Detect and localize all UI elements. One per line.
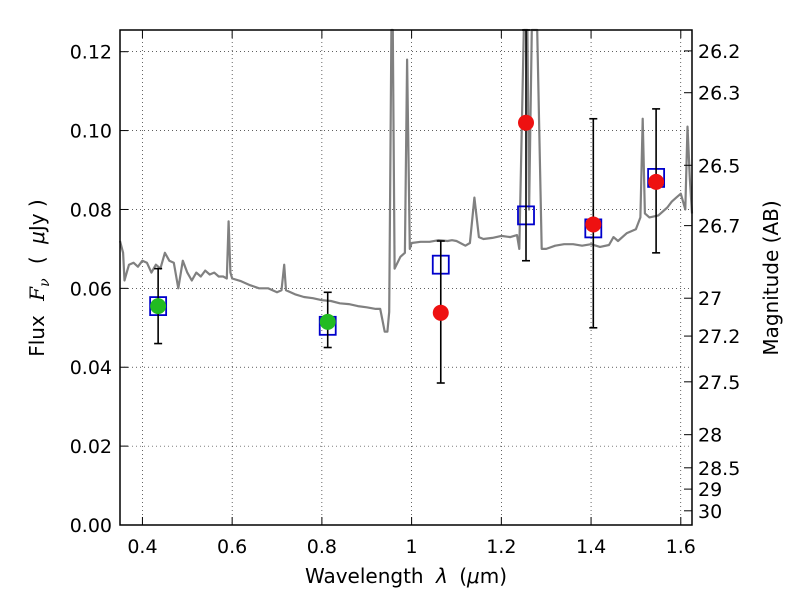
y-tick-label: 0.00 (70, 515, 112, 537)
x-tick-label: 1 (406, 536, 418, 558)
y-tick-label: 0.12 (70, 42, 112, 64)
magnitude-tick-label: 27 (698, 288, 722, 310)
x-tick-label: 0.4 (127, 536, 157, 558)
x-axis-label: Wavelength λ (μm) (305, 564, 507, 588)
x-label-unit-rest: m) (480, 564, 507, 588)
data-point (319, 313, 336, 330)
data-point (432, 304, 449, 321)
x-label-symbol: λ (435, 564, 448, 588)
y2-axis-label: Magnitude (AB) (759, 200, 783, 355)
x-tick-label: 1.6 (666, 536, 696, 558)
magnitude-tick-label: 27.2 (698, 326, 740, 348)
x-tick-label: 1.4 (576, 536, 606, 558)
markers (149, 29, 666, 384)
x-tick-label: 0.6 (217, 536, 247, 558)
data-point (150, 298, 167, 315)
y-label-subscript: ν (37, 278, 53, 287)
magnitude-tick-label: 28 (698, 425, 722, 447)
y-tick-label: 0.04 (70, 357, 112, 379)
magnitude-tick-label: 26.3 (698, 83, 740, 105)
x-tick-label: 1.2 (486, 536, 516, 558)
y-tick-label: 0.10 (70, 121, 112, 143)
y-label-unit-open: ( (25, 256, 49, 264)
y-label-unit-mu: μ (25, 231, 49, 245)
y-label-text: Flux (25, 315, 49, 357)
y-label-unit-rest: Jy ) (25, 199, 49, 233)
magnitude-tick-label: 26.7 (698, 216, 740, 238)
data-point (648, 173, 665, 190)
x-label-unit-mu: μ (466, 564, 480, 588)
magnitude-tick-label: 29 (698, 479, 722, 501)
magnitude-tick-label: 30 (698, 501, 722, 523)
x-label-text: Wavelength (305, 564, 424, 588)
y-tick-label: 0.02 (70, 436, 112, 458)
plot-frame (119, 29, 693, 526)
magnitude-tick-label: 28.5 (698, 458, 740, 480)
x-label-unit-open: ( (459, 564, 467, 588)
magnitude-tick-label: 26.5 (698, 155, 740, 177)
y-tick-label: 0.06 (70, 278, 112, 300)
ticks: 0.4 0.6 0.8 1 1.2 1.4 1.6 0.00 0.02 0.04 0.06 0.08 0… (70, 30, 740, 558)
y-tick-label: 0.08 (70, 199, 112, 221)
data-point (585, 216, 602, 233)
magnitude-tick-label: 27.5 (698, 372, 740, 394)
x-tick-label: 0.8 (307, 536, 337, 558)
data-point (518, 114, 535, 131)
y-axis-label: Flux Fν ( μJy ) (25, 199, 54, 357)
y-label-symbol: F (25, 286, 49, 302)
magnitude-tick-label: 26.2 (698, 41, 740, 63)
